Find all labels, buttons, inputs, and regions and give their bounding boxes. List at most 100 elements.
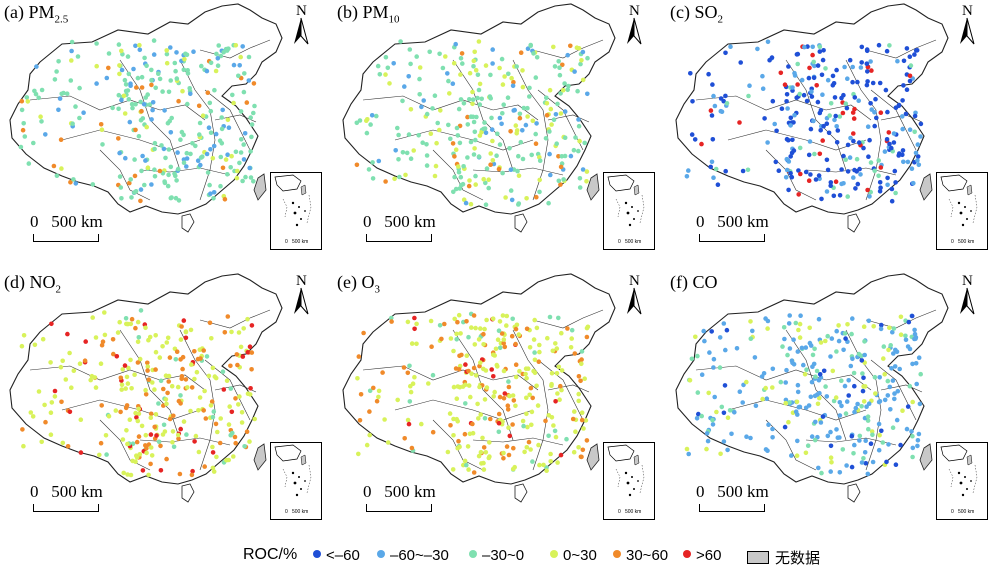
- station-dot: [148, 432, 154, 437]
- station-dot: [546, 433, 551, 439]
- station-dot: [162, 429, 168, 434]
- station-dot: [537, 462, 542, 468]
- station-dot: [430, 106, 435, 111]
- station-dot: [227, 404, 232, 409]
- nodata-region: [586, 443, 600, 471]
- station-dot: [120, 437, 126, 442]
- station-dot: [238, 150, 244, 155]
- province-boundary: [99, 149, 151, 201]
- station-dot: [813, 374, 818, 379]
- station-dot: [140, 468, 146, 473]
- station-dot: [178, 393, 183, 398]
- station-dot: [206, 373, 212, 379]
- station-dot: [106, 65, 111, 71]
- station-dot: [125, 381, 131, 386]
- station-dot: [370, 176, 376, 181]
- station-dot: [189, 472, 195, 478]
- station-dot: [54, 173, 60, 178]
- station-dot: [398, 39, 403, 44]
- station-dot: [530, 395, 535, 401]
- station-dot: [808, 172, 813, 177]
- station-dot: [846, 393, 851, 398]
- station-dot: [483, 63, 489, 68]
- station-dot: [370, 160, 375, 165]
- station-dot: [75, 54, 81, 59]
- station-dot: [882, 397, 888, 403]
- station-dot: [67, 409, 73, 415]
- station-dot: [192, 376, 197, 382]
- station-dot: [467, 97, 472, 102]
- station-dot: [518, 139, 524, 145]
- station-dot: [235, 168, 240, 174]
- station-dot: [466, 183, 472, 189]
- panel-title-subscript: 2.5: [54, 13, 69, 26]
- station-dot: [877, 80, 883, 86]
- station-dot: [197, 395, 203, 400]
- station-dot: [116, 136, 121, 141]
- station-dot: [210, 465, 216, 471]
- station-dot: [21, 333, 27, 338]
- station-dot: [737, 120, 742, 125]
- station-dot: [40, 336, 46, 342]
- station-dot: [221, 50, 226, 55]
- station-dot: [367, 388, 373, 394]
- station-dot: [915, 443, 920, 449]
- station-dot: [773, 159, 779, 165]
- station-dot: [457, 444, 462, 450]
- station-dot: [222, 197, 228, 202]
- station-dot: [815, 99, 821, 105]
- station-dot: [238, 109, 244, 114]
- station-dot: [799, 77, 805, 83]
- station-dot: [710, 82, 715, 87]
- station-dot: [210, 365, 216, 371]
- legend-item-minus30-0: –30~0: [469, 547, 524, 564]
- station-dot: [208, 60, 214, 66]
- station-dot: [877, 375, 882, 380]
- station-dot: [828, 429, 833, 435]
- station-dot: [891, 326, 897, 331]
- station-dot: [207, 320, 213, 326]
- station-dot: [457, 140, 463, 146]
- station-dot: [711, 356, 717, 362]
- station-dot: [900, 114, 905, 119]
- station-dot: [893, 180, 898, 185]
- station-dot: [32, 88, 37, 94]
- station-dot: [790, 137, 795, 143]
- station-dot: [549, 415, 555, 420]
- station-dot: [173, 357, 179, 362]
- station-dot: [534, 55, 540, 60]
- station-dot: [175, 166, 181, 172]
- station-dot: [206, 125, 212, 130]
- station-dot: [376, 394, 381, 400]
- scale-label: 0 500 km: [30, 212, 103, 231]
- station-dot: [39, 87, 45, 93]
- station-dot: [796, 327, 801, 333]
- north-arrow-icon: N: [953, 270, 981, 316]
- station-dot: [211, 143, 217, 149]
- station-dot: [847, 155, 853, 160]
- station-dot: [212, 374, 218, 379]
- station-dot: [863, 461, 869, 466]
- station-dot: [568, 43, 573, 49]
- province-boundary: [452, 329, 514, 441]
- station-dot: [251, 110, 256, 116]
- station-dot: [172, 60, 178, 66]
- station-dot: [785, 352, 790, 358]
- province-boundary: [870, 89, 917, 151]
- station-dot: [578, 61, 583, 67]
- station-dot: [794, 399, 800, 405]
- station-dot: [558, 452, 564, 458]
- scale-label: 0 500 km: [363, 482, 436, 501]
- station-dot: [409, 341, 415, 346]
- station-dot: [499, 56, 505, 62]
- station-dot: [476, 453, 482, 459]
- station-dot: [218, 416, 223, 421]
- station-dot: [245, 316, 250, 322]
- scale-label: 0 500 km: [696, 212, 769, 231]
- station-dot: [68, 78, 74, 83]
- station-dot: [129, 195, 134, 200]
- station-dot: [782, 336, 787, 342]
- station-dot: [582, 140, 587, 146]
- station-dot: [447, 411, 453, 416]
- station-dot: [482, 326, 487, 332]
